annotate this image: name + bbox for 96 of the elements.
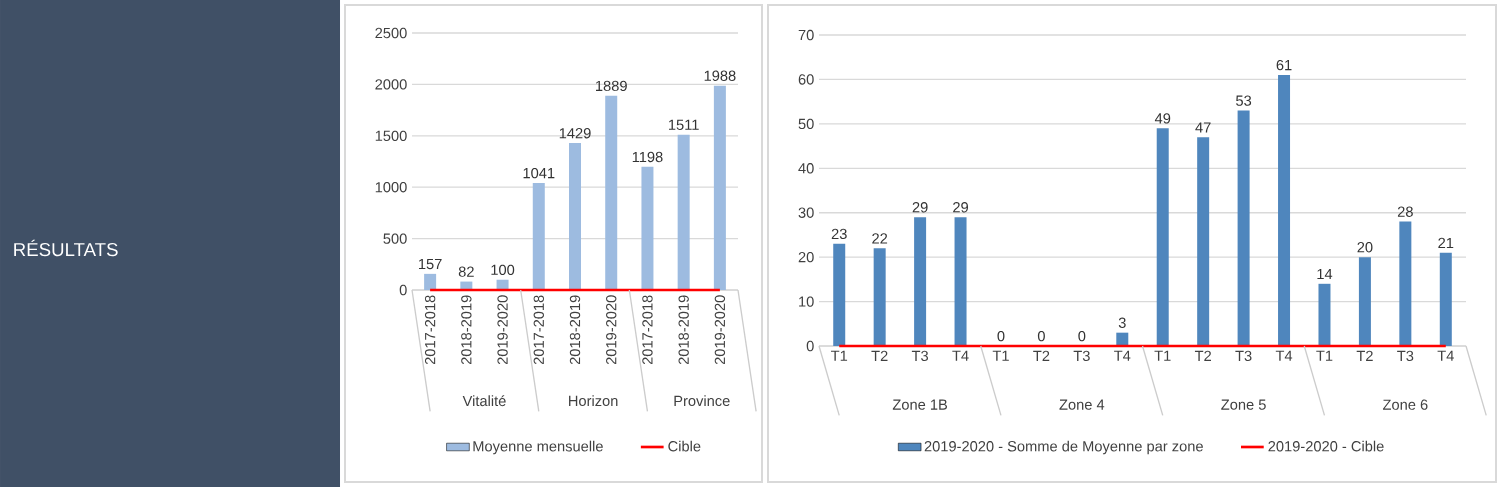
legend-label: Moyenne mensuelle bbox=[473, 440, 603, 455]
x-tick-label: 2018-2019 bbox=[569, 295, 581, 365]
x-tick-label: 2017-2018 bbox=[642, 295, 653, 365]
bar bbox=[424, 273, 437, 290]
legend-label: 2019-2020 - Cible bbox=[1268, 440, 1384, 452]
text: Zone 5 bbox=[1221, 399, 1266, 410]
y-tick-label: 50 bbox=[798, 118, 814, 130]
bar bbox=[833, 243, 846, 346]
x-tick-label: T2 bbox=[1356, 350, 1373, 361]
data-label: 100 bbox=[491, 264, 515, 276]
bar bbox=[1197, 137, 1210, 346]
y-tick-label: 40 bbox=[798, 163, 814, 174]
text: Zone 4 bbox=[1059, 399, 1105, 410]
data-label: 53 bbox=[1236, 95, 1252, 106]
y-tick-label: 1500 bbox=[375, 130, 407, 141]
x-tick-label: T4 bbox=[952, 350, 969, 361]
data-label: 61 bbox=[1276, 59, 1292, 71]
data-label: 49 bbox=[1154, 113, 1171, 124]
y-tick-label: 30 bbox=[798, 207, 814, 218]
data-label: 29 bbox=[912, 202, 928, 213]
bar bbox=[914, 217, 927, 346]
x-tick-label: T3 bbox=[911, 350, 929, 362]
data-label: 157 bbox=[418, 258, 442, 270]
y-tick-label: 0 bbox=[399, 284, 407, 296]
text: Zone 1B bbox=[892, 399, 948, 410]
bar bbox=[954, 217, 967, 346]
text: Horizon bbox=[569, 395, 618, 407]
x-tick-label: 2019-2020 bbox=[714, 295, 726, 365]
x-tick-label: 2019-2020 bbox=[606, 295, 617, 365]
y-tick-label: 500 bbox=[383, 233, 407, 244]
x-tick-label: T4 bbox=[1275, 350, 1293, 361]
data-label: 28 bbox=[1397, 206, 1413, 217]
y-tick-label: 2000 bbox=[375, 79, 407, 90]
x-tick-label: 2017-2018 bbox=[424, 295, 436, 365]
y-tick-label: 2500 bbox=[375, 27, 407, 39]
x-tick-label: 2018-2019 bbox=[461, 295, 472, 365]
data-label: 21 bbox=[1438, 237, 1454, 248]
data-label: 47 bbox=[1195, 122, 1211, 133]
x-tick-label: T3 bbox=[1397, 350, 1414, 362]
bar bbox=[873, 248, 886, 346]
data-label: 14 bbox=[1317, 269, 1333, 280]
bar bbox=[532, 182, 545, 290]
data-label: 3 bbox=[1118, 317, 1126, 328]
x-tick-label: T3 bbox=[1235, 350, 1252, 362]
data-label: 1889 bbox=[596, 80, 627, 92]
bar bbox=[1318, 283, 1331, 346]
text: Vitalité bbox=[462, 395, 506, 407]
data-label: 82 bbox=[458, 266, 474, 277]
data-label: 29 bbox=[953, 202, 968, 213]
x-tick-label: 2019-2020 bbox=[497, 295, 508, 365]
data-label: 20 bbox=[1357, 242, 1373, 253]
data-label: 0 bbox=[1078, 330, 1086, 342]
x-tick-label: T4 bbox=[1114, 350, 1131, 361]
data-label: 1988 bbox=[704, 70, 736, 81]
bar bbox=[1278, 74, 1291, 346]
text: Zone 6 bbox=[1382, 399, 1428, 410]
data-label: 0 bbox=[997, 330, 1005, 342]
data-label: 1429 bbox=[559, 128, 591, 139]
bar bbox=[605, 95, 618, 290]
y-tick-label: 20 bbox=[798, 251, 814, 263]
bar bbox=[1237, 110, 1250, 346]
bar bbox=[641, 166, 654, 290]
bar bbox=[713, 85, 726, 290]
data-label: 1041 bbox=[523, 167, 555, 179]
x-tick-label: T1 bbox=[992, 350, 1009, 361]
y-tick-label: 0 bbox=[806, 340, 814, 352]
x-tick-label: T2 bbox=[1194, 350, 1211, 361]
x-tick-label: T2 bbox=[1033, 350, 1050, 361]
bar bbox=[1439, 252, 1452, 346]
y-tick-label: 1000 bbox=[375, 182, 407, 193]
data-label: 23 bbox=[831, 228, 847, 240]
data-label: 1511 bbox=[669, 119, 699, 130]
bar bbox=[1358, 257, 1371, 346]
data-label: 0 bbox=[1037, 330, 1045, 342]
y-tick-label: 70 bbox=[798, 29, 814, 41]
x-tick-label: 2018-2019 bbox=[678, 295, 689, 365]
bar bbox=[1116, 332, 1129, 346]
data-label: 1198 bbox=[632, 151, 663, 163]
text: Province bbox=[674, 395, 730, 407]
bar bbox=[1156, 128, 1169, 346]
x-tick-label: T3 bbox=[1073, 350, 1090, 362]
bar bbox=[569, 143, 581, 290]
legend-label: 2019-2020 - Somme de Moyenne par zone bbox=[924, 440, 1203, 455]
bar bbox=[677, 134, 690, 290]
text: RÉSULTATS bbox=[14, 239, 118, 257]
x-tick-label: 2017-2018 bbox=[533, 295, 544, 365]
data-label: 22 bbox=[872, 233, 888, 244]
x-tick-label: T1 bbox=[831, 350, 848, 361]
x-tick-label: T2 bbox=[871, 350, 888, 361]
y-tick-label: 10 bbox=[799, 296, 814, 307]
x-tick-label: T4 bbox=[1437, 350, 1454, 361]
x-tick-label: T1 bbox=[1154, 350, 1171, 361]
legend-label: Cible bbox=[668, 440, 701, 452]
x-tick-label: T1 bbox=[1316, 350, 1333, 361]
y-tick-label: 60 bbox=[798, 74, 814, 85]
bar bbox=[1399, 221, 1412, 346]
